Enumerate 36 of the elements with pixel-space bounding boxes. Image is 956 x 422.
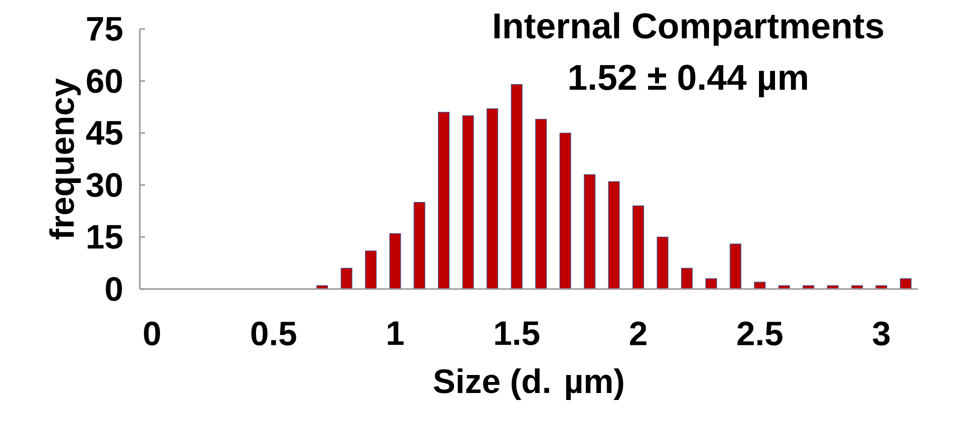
x-tick-label: 0 bbox=[144, 322, 160, 346]
x-tick-label: 2 bbox=[630, 322, 646, 346]
y-tick-label: 0 bbox=[106, 277, 122, 301]
x-tick-label: 1.5 bbox=[495, 322, 540, 346]
y-tick-label: 75 bbox=[87, 17, 122, 41]
bar bbox=[340, 268, 352, 290]
x-tick-label: 3 bbox=[872, 322, 890, 346]
y-axis-title: frequency bbox=[49, 78, 81, 240]
bar bbox=[414, 202, 426, 290]
bar bbox=[705, 278, 717, 290]
bar bbox=[584, 174, 596, 290]
x-axis-title: Size (d. µm) bbox=[434, 368, 624, 400]
bar bbox=[365, 250, 377, 290]
x-tick-label: 1 bbox=[388, 322, 404, 345]
y-tick-label: 60 bbox=[86, 69, 122, 93]
chart-title: Internal Compartments bbox=[494, 12, 884, 46]
bar bbox=[510, 84, 522, 290]
bar bbox=[754, 282, 766, 290]
bar bbox=[462, 115, 474, 290]
y-tick-label: 30 bbox=[86, 172, 122, 198]
bar bbox=[535, 118, 547, 290]
x-tick-label: 0.5 bbox=[251, 322, 296, 346]
bar bbox=[900, 278, 912, 290]
bar bbox=[438, 112, 450, 290]
bar bbox=[681, 268, 693, 290]
text: 1.52 ± 0.44 µm bbox=[570, 64, 807, 98]
y-tick-label: 15 bbox=[88, 225, 122, 249]
bar bbox=[656, 236, 668, 290]
bar bbox=[730, 244, 742, 290]
y-tick-label: 45 bbox=[86, 121, 122, 145]
bar bbox=[608, 181, 620, 290]
bar bbox=[560, 132, 572, 290]
x-tick-label: 2.5 bbox=[737, 322, 782, 346]
bar bbox=[632, 206, 644, 290]
bar bbox=[389, 233, 401, 290]
bar bbox=[486, 108, 498, 290]
